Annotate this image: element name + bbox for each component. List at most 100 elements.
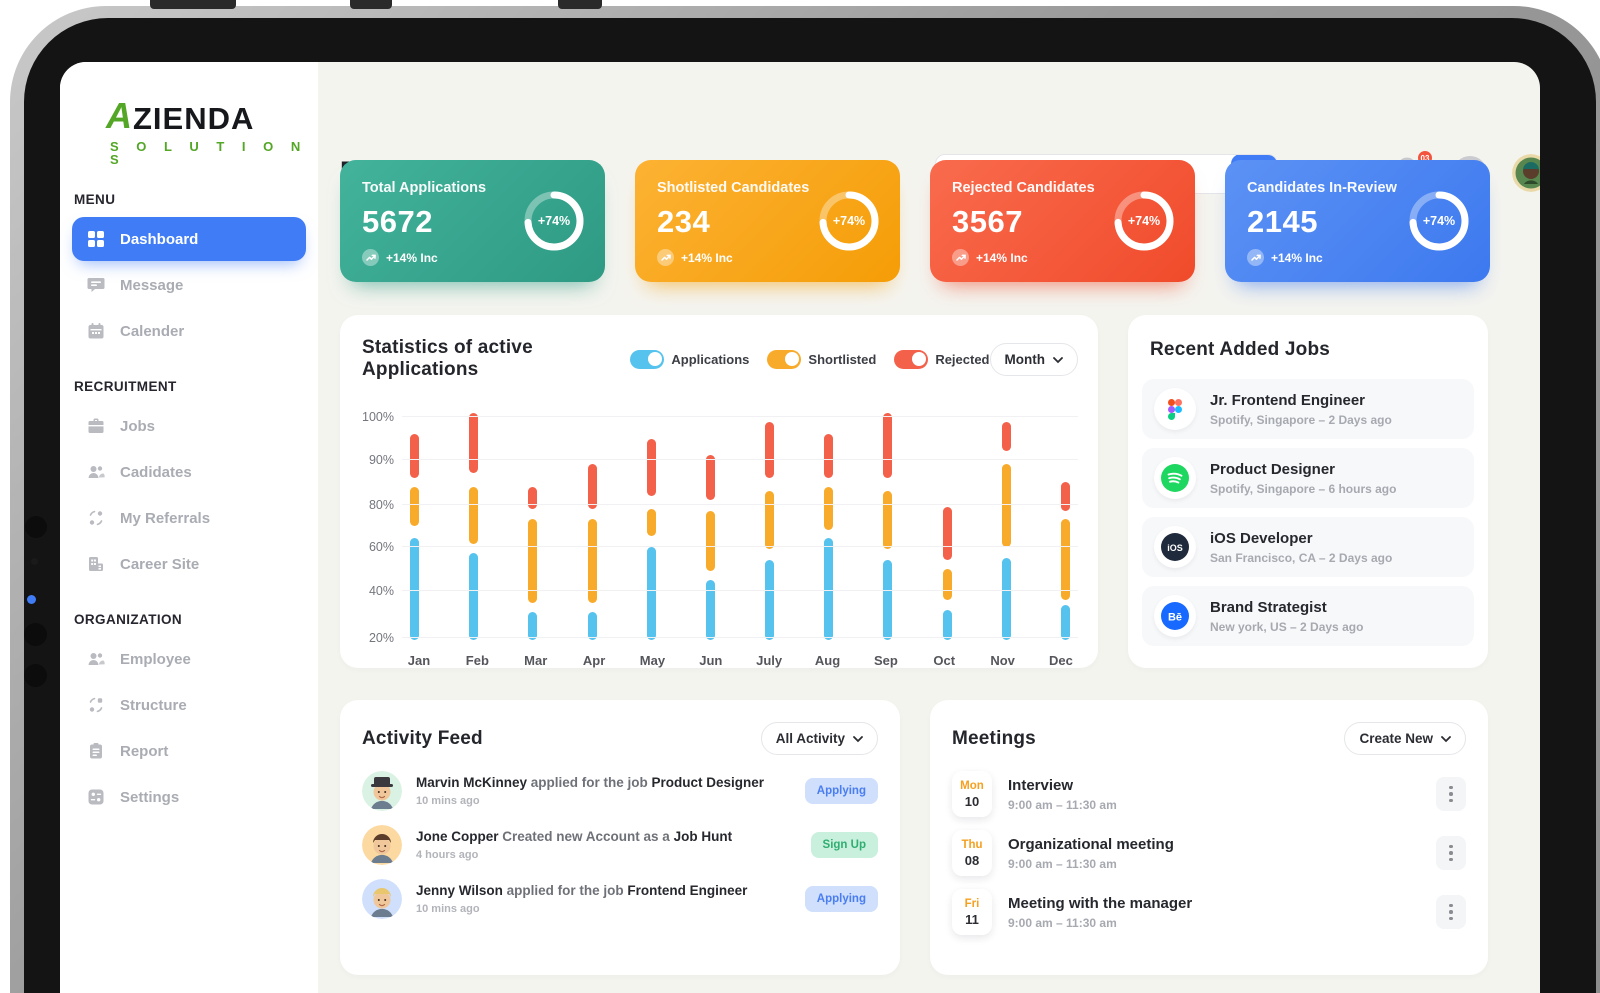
progress-ring-label: +74% [537,214,571,228]
chart-column-sep [883,411,893,643]
bar-segment-rejected [528,486,538,509]
bar-segment-applications [646,546,656,641]
legend-applications[interactable]: Applications [630,349,749,369]
meeting-date: 08 [964,852,980,868]
x-tick-label: Apr [582,653,606,668]
meeting-info: Interview 9:00 am – 11:30 am [1008,777,1117,812]
device-lens-dot [24,623,47,646]
sidebar-item-cadidates[interactable]: Cadidates [72,450,306,494]
x-tick-label: Nov [990,653,1015,668]
recent-jobs-title: Recent Added Jobs [1150,339,1331,360]
device-camera-dot [25,516,47,538]
stat-card-total-applications[interactable]: Total Applications 5672 +14% Inc +74% [340,160,605,282]
bar-segment-rejected [883,413,893,478]
behance-icon: Bē [1154,595,1196,637]
stat-card-change: +14% Inc [952,249,1173,266]
job-item-jr-frontend-engineer[interactable]: Jr. Frontend Engineer Spotify, Singapore … [1142,379,1474,439]
users-icon [86,462,106,482]
bar-segment-rejected [646,438,656,496]
sidebar-item-jobs[interactable]: Jobs [72,404,306,448]
bar-segment-applications [528,612,538,641]
sidebar-item-label: Settings [120,788,180,806]
activity-user-name: Marvin McKinney [416,775,528,790]
user-avatar[interactable] [1512,154,1540,192]
period-dropdown[interactable]: Month [989,342,1078,376]
sidebar-item-calender[interactable]: Calender [72,309,306,353]
sidebar-item-message[interactable]: Message [72,263,306,307]
sidebar-item-report[interactable]: Report [72,729,306,773]
stat-card-rejected-candidates[interactable]: Rejected Candidates 3567 +14% Inc +74% [930,160,1195,282]
device-mic-dot [31,558,38,565]
activity-text: Marvin McKinney applied for the job Prod… [416,775,765,790]
bar-segment-shortlisted [1060,519,1070,601]
chart-column-nov [1001,411,1011,643]
sidebar-item-label: Career Site [120,555,200,573]
progress-ring: +74% [816,188,882,254]
job-meta: Spotify, Singapore – 2 Days ago [1210,412,1392,427]
sidebar-item-structure[interactable]: Structure [72,683,306,727]
stat-cards-row: Total Applications 5672 +14% Inc +74% Shotl… [340,160,1508,282]
meeting-date-tile: Mon 10 [952,771,992,817]
device-lens-dot-2 [24,664,47,687]
chart-legend: Applications Shortlisted Rejected [630,349,990,369]
meeting-menu-button[interactable] [1436,895,1466,929]
sidebar-item-settings[interactable]: Settings [72,775,306,819]
sidebar-item-employee[interactable]: Employee [72,637,306,681]
settings-icon [86,787,106,807]
x-tick-label: Mar [524,653,548,668]
activity-feed-title: Activity Feed [362,727,483,749]
sidebar-item-label: Structure [120,696,187,714]
chart-column-apr [587,411,597,643]
bar-segment-rejected [942,506,952,560]
sidebar-item-dashboard[interactable]: Dashboard [72,217,306,261]
activity-list: Marvin McKinney applied for the job Prod… [362,771,878,919]
x-tick-label: Oct [933,653,956,668]
bar-segment-shortlisted [646,508,656,537]
chart-column-oct [942,411,952,643]
sidebar-item-my-referrals[interactable]: My Referrals [72,496,306,540]
job-item-ios-developer[interactable]: iOS iOS Developer San Francisco, CA – 2 Da… [1142,517,1474,577]
chart-column-jan [410,411,419,643]
y-tick-label: 60% [368,539,394,554]
meeting-menu-button[interactable] [1436,777,1466,811]
progress-ring: +74% [521,188,587,254]
message-icon [86,275,106,295]
kebab-icon [1449,785,1453,790]
trend-up-icon [1247,249,1264,266]
activity-feed-panel: Activity Feed All Activity Marvin McKinn… [340,700,900,975]
sidebar-item-career-site[interactable]: Career Site [72,542,306,586]
job-item-product-designer[interactable]: Product Designer Spotify, Singapore – 6 h… [1142,448,1474,508]
bar-segment-applications [469,553,479,641]
bar-segment-rejected [587,464,597,509]
chart-column-may [646,411,656,643]
bar-segment-applications [410,538,419,641]
meeting-row-interview: Mon 10 Interview 9:00 am – 11:30 am [952,771,1466,817]
job-item-brand-strategist[interactable]: Bē Brand Strategist New york, US – 2 Days … [1142,586,1474,646]
avatar [362,771,402,811]
spotify-icon [1154,457,1196,499]
create-new-dropdown[interactable]: Create New [1344,722,1466,755]
meeting-menu-button[interactable] [1436,836,1466,870]
bar-segment-applications [883,559,893,641]
meetings-list: Mon 10 Interview 9:00 am – 11:30 am Thu 08 Org… [952,771,1466,935]
status-badge-sign-up: Sign Up [810,832,878,858]
activity-filter-dropdown[interactable]: All Activity [760,722,878,755]
job-info: Jr. Frontend Engineer Spotify, Singapore … [1210,392,1392,427]
bar-segment-applications [1001,557,1011,641]
chart-gridline [402,458,1078,460]
chevron-down-icon [1053,352,1063,367]
avatar-image [1512,154,1540,192]
stat-card-shotlisted-candidates[interactable]: Shotlisted Candidates 234 +14% Inc +74% [635,160,900,282]
stat-card-candidates-in-review[interactable]: Candidates In-Review 2145 +14% Inc +74% [1225,160,1490,282]
meeting-day: Thu [961,838,983,851]
chart-gridline [402,545,1078,547]
device-power-button [558,0,602,9]
stat-card-title: Total Applications [362,180,487,196]
sidebar-item-label: Employee [120,650,191,668]
recent-jobs-panel: Recent Added Jobs Jr. Frontend Engineer S… [1128,315,1488,668]
meeting-title: Meeting with the manager [1008,894,1193,912]
legend-rejected[interactable]: Rejected [894,349,990,369]
legend-shortlisted[interactable]: Shortlisted [767,349,876,369]
logo-name: ZIENDA [133,101,255,136]
bar-segment-rejected [1001,421,1011,452]
